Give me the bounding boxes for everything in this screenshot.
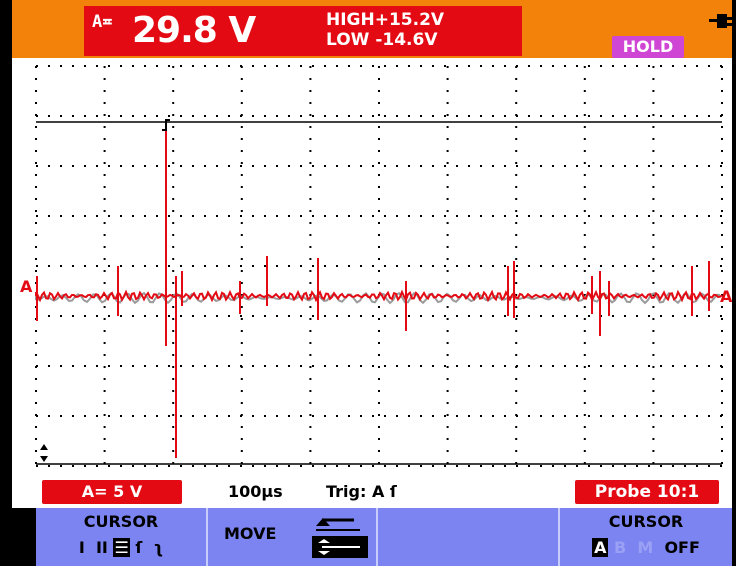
cursor-off-title: CURSOR [608,512,684,531]
empty-softkey[interactable] [378,508,558,566]
cursor-mode-options: I II ☰ ſ ʅ [78,538,164,557]
move-softkey[interactable]: MOVE [208,508,376,566]
waveform-plot: AA [20,65,732,467]
cursor-off-softkey[interactable]: CURSOR A B M OFF [560,508,732,566]
channel-a-marker-right: A [720,287,732,306]
softkey-divider [206,508,208,566]
ground-marker-icon [40,456,48,462]
move-label: MOVE [224,524,277,543]
high-low-values: HIGH+15.2V LOW -14.6V [326,10,444,50]
ground-marker-icon [40,444,48,450]
trigger-edge-icon [162,119,170,131]
softkey-divider [376,508,378,566]
channel-a-marker-left: A [20,277,33,296]
timebase-label: 100µs [228,482,283,501]
softkey-divider [558,508,560,566]
trigger-edge-icon: ſ [384,482,397,501]
trigger-label: Trig: A ſ [326,482,397,501]
channel-label: A≖ [92,12,113,32]
cursor-off-options: A B M OFF [592,538,700,557]
ac-dc-icon: ≖ [102,12,113,32]
main-value: 29.8 V [132,10,256,51]
channel-a-scale[interactable]: A= 5 V [42,480,182,504]
red-signal-trace [35,289,723,303]
low-value: LOW -14.6V [326,30,438,50]
measurement-readout: A≖ 29.8 V HIGH+15.2V LOW -14.6V [84,6,522,56]
probe-setting[interactable]: Probe 10:1 [575,480,719,504]
cursor-mode-title: CURSOR [83,512,159,531]
plug-icon [709,14,735,28]
hold-badge[interactable]: HOLD [612,36,684,58]
move-arrows-icon [312,518,368,558]
softkey-bar: CURSOR I II ☰ ſ ʅ MOVE CURSOR A B M OFF [36,508,732,566]
status-row: A= 5 V 100µs Trig: A ſ Probe 10:1 [12,478,732,508]
cursor-mode-softkey[interactable]: CURSOR I II ☰ ſ ʅ [36,508,206,566]
high-value: HIGH+15.2V [326,10,445,30]
top-bar: A≖ 29.8 V HIGH+15.2V LOW -14.6V HOLD [12,0,735,58]
